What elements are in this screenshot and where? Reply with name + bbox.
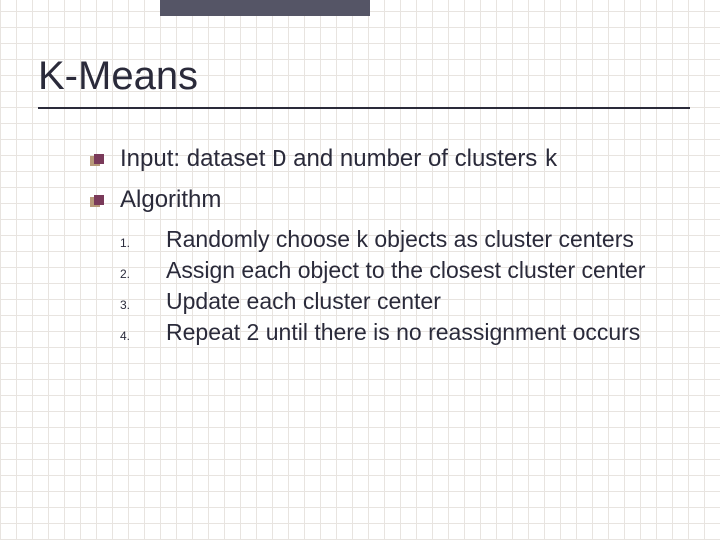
- text-span: Algorithm: [120, 186, 221, 213]
- diamond-bullet-icon: [90, 195, 104, 209]
- ordered-item: 1. Randomly choose k objects as cluster …: [120, 226, 690, 253]
- ordered-text: Randomly choose k objects as cluster cen…: [166, 226, 634, 253]
- slide-title: K-Means: [38, 54, 690, 109]
- top-accent-bar: [160, 0, 370, 16]
- ordered-text: Assign each object to the closest cluste…: [166, 257, 645, 284]
- bullet-list: Input: dataset D and number of clusters …: [38, 145, 690, 214]
- ordered-item: 4. Repeat 2 until there is no reassignme…: [120, 319, 690, 346]
- bullet-text: Algorithm: [120, 186, 221, 214]
- bullet-item: Algorithm: [90, 186, 690, 214]
- slide-content: K-Means Input: dataset D and number of c…: [0, 0, 720, 346]
- text-span: Input: dataset: [120, 145, 272, 172]
- bullet-text: Input: dataset D and number of clusters …: [120, 145, 558, 174]
- ordered-text: Update each cluster center: [166, 288, 441, 315]
- ordered-item: 3. Update each cluster center: [120, 288, 690, 315]
- mono-span: k: [544, 147, 558, 174]
- ordered-item: 2. Assign each object to the closest clu…: [120, 257, 690, 284]
- ordered-text: Repeat 2 until there is no reassignment …: [166, 319, 640, 346]
- mono-span: D: [272, 147, 286, 174]
- ordered-num: 2.: [120, 267, 166, 281]
- bullet-item: Input: dataset D and number of clusters …: [90, 145, 690, 174]
- text-span: and number of clusters: [287, 145, 544, 172]
- diamond-bullet-icon: [90, 154, 104, 168]
- ordered-list: 1. Randomly choose k objects as cluster …: [38, 226, 690, 346]
- ordered-num: 1.: [120, 236, 166, 250]
- ordered-num: 4.: [120, 329, 166, 343]
- ordered-num: 3.: [120, 298, 166, 312]
